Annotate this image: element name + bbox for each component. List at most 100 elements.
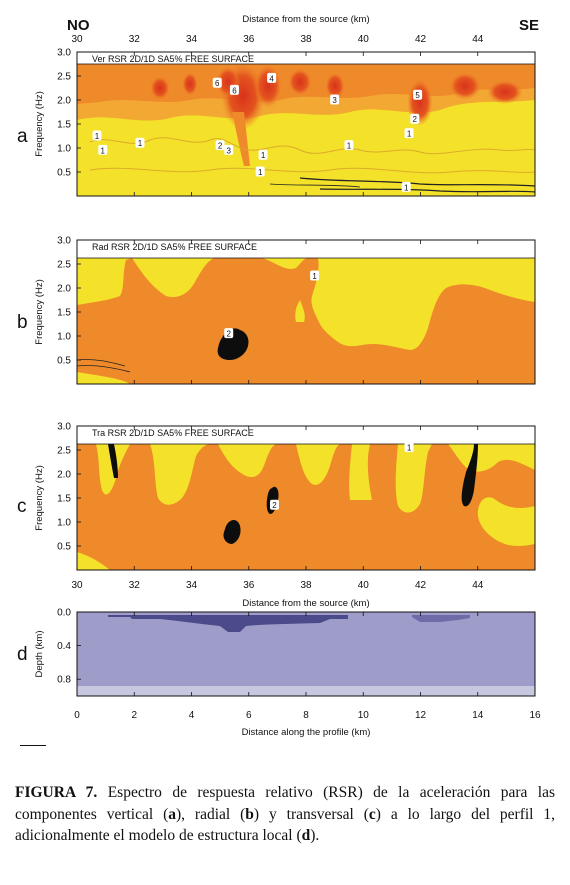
caption-text-4: ) a lo largo del perfil 1, adicionalment… bbox=[15, 805, 556, 845]
contour-label: 1 bbox=[407, 130, 412, 139]
panel-c-contour-labels: 12 bbox=[270, 442, 414, 510]
contour-label-box bbox=[98, 144, 108, 155]
a-xtick-42: 42 bbox=[415, 34, 427, 45]
contour-label-box bbox=[344, 140, 354, 151]
c-ytick-2.5: 2.5 bbox=[57, 446, 71, 457]
contour-label: 2 bbox=[218, 142, 223, 151]
c-xtick-44: 44 bbox=[472, 580, 484, 591]
b-ytick-2.0: 2.0 bbox=[57, 284, 71, 295]
contour-label-box bbox=[229, 84, 239, 95]
b-ytick-1.0: 1.0 bbox=[57, 332, 71, 343]
c-xtick-30: 30 bbox=[71, 580, 83, 591]
direction-nw: NO bbox=[67, 17, 90, 34]
contour-label: 1 bbox=[347, 142, 352, 151]
contour-label-box bbox=[215, 140, 225, 151]
divider bbox=[20, 745, 46, 746]
panel-a-xticks: 30 32 34 36 38 40 42 44 bbox=[71, 34, 483, 45]
contour-label-box bbox=[330, 94, 340, 105]
model-body bbox=[77, 612, 535, 696]
d-xtick-2: 2 bbox=[131, 710, 137, 721]
contour-label: 5 bbox=[415, 91, 420, 100]
contour-label-box bbox=[212, 77, 222, 88]
caption-d: d bbox=[301, 827, 311, 844]
a-xtick-38: 38 bbox=[300, 34, 312, 45]
c-ytick-0.5: 0.5 bbox=[57, 542, 71, 553]
contour-label: 3 bbox=[226, 146, 231, 155]
panel-a: Ver RSR 2D/1D SA5% FREE SURFACE a Freque… bbox=[17, 34, 536, 197]
b-ytick-2.5: 2.5 bbox=[57, 260, 71, 271]
caption-text-5: ). bbox=[310, 827, 320, 844]
a-ytick-2.0: 2.0 bbox=[57, 96, 71, 107]
contour-label-box bbox=[135, 137, 145, 148]
panel-c-ylabel: Frequency (Hz) bbox=[34, 465, 45, 530]
model-low-velocity-layer bbox=[108, 615, 348, 632]
contour-label: 2 bbox=[413, 115, 418, 124]
d-xtick-0: 0 bbox=[74, 710, 80, 721]
caption-label: FIGURA 7. bbox=[15, 784, 98, 801]
contour-label: 1 bbox=[261, 151, 266, 160]
a-xtick-40: 40 bbox=[358, 34, 370, 45]
b-ytick-3.0: 3.0 bbox=[57, 236, 71, 247]
top-axis-label: Distance from the source (km) bbox=[242, 14, 369, 25]
d-xtick-14: 14 bbox=[472, 710, 484, 721]
panel-d-ylabel: Depth (km) bbox=[34, 631, 45, 678]
panel-c-yticks: 0.5 1.0 1.5 2.0 2.5 3.0 bbox=[57, 422, 71, 553]
contour-label: 4 bbox=[269, 74, 274, 83]
contour-label: 1 bbox=[95, 132, 100, 141]
contour-label-box bbox=[267, 72, 277, 83]
panel-b-field bbox=[77, 240, 535, 384]
caption-text-3: ) y transversal ( bbox=[253, 805, 369, 823]
caption-a: a bbox=[168, 805, 176, 823]
direction-se: SE bbox=[519, 17, 539, 34]
c-xtick-32: 32 bbox=[129, 580, 141, 591]
d-xtick-10: 10 bbox=[358, 710, 370, 721]
panel-c-xlabel: Distance from the source (km) bbox=[242, 598, 369, 609]
contour-label-box bbox=[410, 113, 420, 124]
panel-a-title: Ver RSR 2D/1D SA5% FREE SURFACE bbox=[92, 54, 254, 64]
caption-c: c bbox=[368, 805, 376, 823]
panel-a-ylabel: Frequency (Hz) bbox=[34, 91, 45, 156]
contour-label-box bbox=[270, 499, 280, 510]
d-ytick-0.0: 0.0 bbox=[57, 608, 71, 619]
panel-b-letter: b bbox=[17, 312, 28, 333]
contour-label-box bbox=[404, 128, 414, 139]
c-xtick-36: 36 bbox=[243, 580, 255, 591]
panel-a-field bbox=[77, 52, 535, 196]
panel-a-yticks: 0.5 1.0 1.5 2.0 2.5 3.0 bbox=[57, 48, 71, 179]
b-ytick-1.5: 1.5 bbox=[57, 308, 71, 319]
contour-label-box bbox=[224, 144, 234, 155]
panel-b-ylabel: Frequency (Hz) bbox=[34, 279, 45, 344]
a-ytick-3.0: 3.0 bbox=[57, 48, 71, 59]
contour-label: 1 bbox=[138, 139, 143, 148]
panel-b-title: Rad RSR 2D/1D SA5% FREE SURFACE bbox=[92, 242, 257, 252]
panel-c-letter: c bbox=[17, 496, 27, 517]
contour-label: 3 bbox=[332, 96, 337, 105]
contour-label-box bbox=[310, 270, 320, 281]
panel-d-letter: d bbox=[17, 644, 28, 665]
c-xtick-34: 34 bbox=[186, 580, 198, 591]
caption-b: b bbox=[245, 805, 254, 823]
c-ytick-2.0: 2.0 bbox=[57, 470, 71, 481]
contour-label-box bbox=[404, 442, 414, 453]
d-xtick-4: 4 bbox=[189, 710, 195, 721]
a-xtick-36: 36 bbox=[243, 34, 255, 45]
a-ytick-0.5: 0.5 bbox=[57, 168, 71, 179]
panel-b-yticks: 0.5 1.0 1.5 2.0 2.5 3.0 bbox=[57, 236, 71, 367]
contour-label: 6 bbox=[215, 79, 220, 88]
panel-c-field bbox=[77, 426, 535, 570]
model-bottom-layer bbox=[77, 686, 535, 696]
figure: NO SE Distance from the source (km) bbox=[17, 14, 541, 739]
b-ytick-0.5: 0.5 bbox=[57, 356, 71, 367]
contour-label-box bbox=[413, 89, 423, 100]
contour-label-box bbox=[258, 149, 268, 160]
panel-b: Rad RSR 2D/1D SA5% FREE SURFACE b Freque… bbox=[17, 236, 536, 385]
a-ytick-2.5: 2.5 bbox=[57, 72, 71, 83]
c-ytick-1.5: 1.5 bbox=[57, 494, 71, 505]
contour-label-box bbox=[401, 181, 411, 192]
c-ytick-1.0: 1.0 bbox=[57, 518, 71, 529]
d-xtick-8: 8 bbox=[303, 710, 309, 721]
contour-label-box bbox=[255, 166, 265, 177]
panel-d: d Depth (km) 0.0 0.4 0.8 0 2 4 6 8 10 12… bbox=[17, 608, 541, 739]
c-ytick-3.0: 3.0 bbox=[57, 422, 71, 433]
